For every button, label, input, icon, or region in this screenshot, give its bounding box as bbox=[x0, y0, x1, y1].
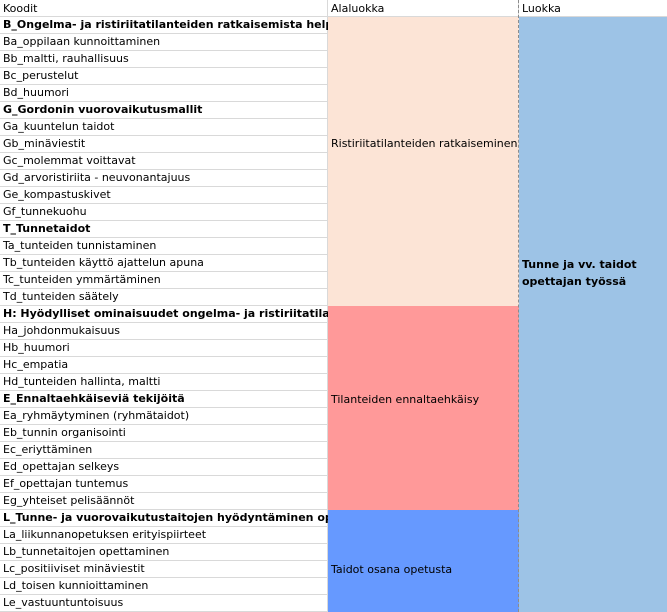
alaluokka-label: Taidot osana opetusta bbox=[331, 563, 453, 576]
header-koodit[interactable]: Koodit bbox=[0, 0, 328, 17]
header-alaluokka-label: Alaluokka bbox=[331, 2, 385, 15]
code-row[interactable]: Ea_ryhmäytyminen (ryhmätaidot) bbox=[0, 408, 328, 425]
luokka-label-line-2: opettajan työssä bbox=[522, 275, 627, 288]
code-row[interactable]: Hc_empatia bbox=[0, 357, 328, 374]
alaluokka-block-taidot[interactable]: Taidot osana opetusta bbox=[328, 510, 519, 612]
luokka-label: Tunne ja vv. taidot opettajan työssä bbox=[522, 256, 637, 290]
luokka-block[interactable]: Tunne ja vv. taidot opettajan työssä bbox=[519, 17, 667, 612]
code-row[interactable]: Ld_toisen kunnioittaminen bbox=[0, 578, 328, 595]
code-row[interactable]: Ba_oppilaan kunnoittaminen bbox=[0, 34, 328, 51]
header-alaluokka[interactable]: Alaluokka bbox=[328, 0, 519, 17]
header-luokka[interactable]: Luokka bbox=[519, 0, 667, 17]
header-luokka-label: Luokka bbox=[522, 2, 561, 15]
code-row[interactable]: Ef_opettajan tuntemus bbox=[0, 476, 328, 493]
code-row[interactable]: Hb_huumori bbox=[0, 340, 328, 357]
code-row[interactable]: Gb_minäviestit bbox=[0, 136, 328, 153]
luokka-label-line-1: Tunne ja vv. taidot bbox=[522, 258, 637, 271]
code-row[interactable]: Tb_tunteiden käyttö ajattelun apuna bbox=[0, 255, 328, 272]
code-row[interactable]: Ed_opettajan selkeys bbox=[0, 459, 328, 476]
code-row[interactable]: Tc_tunteiden ymmärtäminen bbox=[0, 272, 328, 289]
code-row[interactable]: Gf_tunnekuohu bbox=[0, 204, 328, 221]
code-group-row[interactable]: H: Hyödylliset ominaisuudet ongelma- ja … bbox=[0, 306, 375, 323]
codes-column: B_Ongelma- ja ristiriitatilanteiden ratk… bbox=[0, 17, 423, 612]
alaluokka-label: Tilanteiden ennaltaehkäisy bbox=[331, 393, 480, 406]
code-row[interactable]: Lb_tunnetaitojen opettaminen bbox=[0, 544, 328, 561]
code-row[interactable]: Bd_huumori bbox=[0, 85, 328, 102]
code-row[interactable]: Td_tunteiden säätely bbox=[0, 289, 328, 306]
code-row[interactable]: Gd_arvoristiriita - neuvonantajuus bbox=[0, 170, 328, 187]
code-group-row[interactable]: G_Gordonin vuorovaikutusmallit bbox=[0, 102, 328, 119]
column-divider bbox=[518, 0, 519, 612]
code-row[interactable]: Ha_johdonmukaisuus bbox=[0, 323, 328, 340]
header-koodit-label: Koodit bbox=[3, 2, 38, 15]
code-row[interactable]: Ge_kompastuskivet bbox=[0, 187, 328, 204]
code-row[interactable]: La_liikunnanopetuksen erityispiirteet bbox=[0, 527, 328, 544]
alaluokka-block-ristiriita[interactable]: Ristiriitatilanteiden ratkaiseminen bbox=[328, 17, 519, 306]
code-group-row[interactable]: E_Ennaltaehkäiseviä tekijöitä bbox=[0, 391, 328, 408]
code-row[interactable]: Bc_perustelut bbox=[0, 68, 328, 85]
code-group-row[interactable]: T_Tunnetaidot bbox=[0, 221, 328, 238]
code-row[interactable]: Eb_tunnin organisointi bbox=[0, 425, 328, 442]
alaluokka-label: Ristiriitatilanteiden ratkaiseminen bbox=[331, 137, 518, 150]
alaluokka-block-ennaltaehkaisy[interactable]: Tilanteiden ennaltaehkäisy bbox=[328, 306, 519, 510]
code-row[interactable]: Ta_tunteiden tunnistaminen bbox=[0, 238, 328, 255]
code-row[interactable]: Hd_tunteiden hallinta, maltti bbox=[0, 374, 328, 391]
code-row[interactable]: Eg_yhteiset pelisäännöt bbox=[0, 493, 328, 510]
code-row[interactable]: Ec_eriyttäminen bbox=[0, 442, 328, 459]
code-row[interactable]: Gc_molemmat voittavat bbox=[0, 153, 328, 170]
code-row[interactable]: Lc_positiiviset minäviestit bbox=[0, 561, 328, 578]
code-row[interactable]: Ga_kuuntelun taidot bbox=[0, 119, 328, 136]
code-group-row[interactable]: B_Ongelma- ja ristiriitatilanteiden ratk… bbox=[0, 17, 423, 34]
code-group-row[interactable]: L_Tunne- ja vuorovaikutustaitojen hyödyn… bbox=[0, 510, 395, 527]
code-row[interactable]: Bb_maltti, rauhallisuus bbox=[0, 51, 328, 68]
code-row[interactable]: Le_vastuuntuntoisuus bbox=[0, 595, 328, 612]
